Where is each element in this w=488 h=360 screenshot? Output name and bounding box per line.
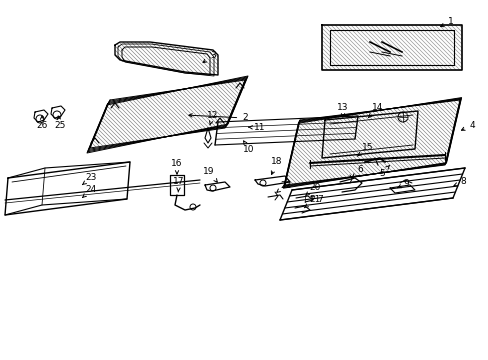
Text: 8: 8: [453, 177, 465, 186]
Circle shape: [36, 115, 44, 123]
Text: 12: 12: [207, 111, 218, 125]
Text: 9: 9: [397, 180, 408, 189]
Polygon shape: [329, 30, 453, 65]
Text: 25: 25: [54, 116, 65, 130]
Text: 15: 15: [357, 144, 373, 156]
Circle shape: [190, 204, 196, 210]
Text: 17: 17: [173, 177, 184, 192]
Text: 18: 18: [271, 158, 282, 175]
Text: 11: 11: [248, 123, 265, 132]
Circle shape: [53, 111, 61, 119]
Text: 19: 19: [203, 167, 217, 182]
Text: 3: 3: [203, 50, 215, 63]
Text: 22: 22: [276, 180, 291, 192]
Circle shape: [397, 112, 407, 122]
Polygon shape: [100, 88, 235, 142]
Text: 23: 23: [82, 174, 97, 185]
Text: 7: 7: [310, 195, 322, 204]
Text: 2: 2: [188, 113, 247, 122]
Text: 14: 14: [368, 104, 383, 117]
Text: 13: 13: [337, 104, 348, 117]
Text: 1: 1: [440, 18, 453, 27]
Text: 4: 4: [461, 121, 474, 130]
Text: 5: 5: [378, 165, 389, 177]
Text: 20: 20: [305, 184, 320, 195]
Text: 10: 10: [243, 141, 254, 153]
Text: 24: 24: [82, 185, 97, 197]
Text: 16: 16: [171, 158, 183, 174]
Circle shape: [209, 185, 216, 191]
Text: 6: 6: [352, 166, 362, 178]
Polygon shape: [122, 47, 209, 75]
Text: 26: 26: [36, 116, 48, 130]
Circle shape: [260, 180, 265, 186]
Polygon shape: [296, 109, 447, 178]
Text: 21: 21: [304, 195, 320, 208]
